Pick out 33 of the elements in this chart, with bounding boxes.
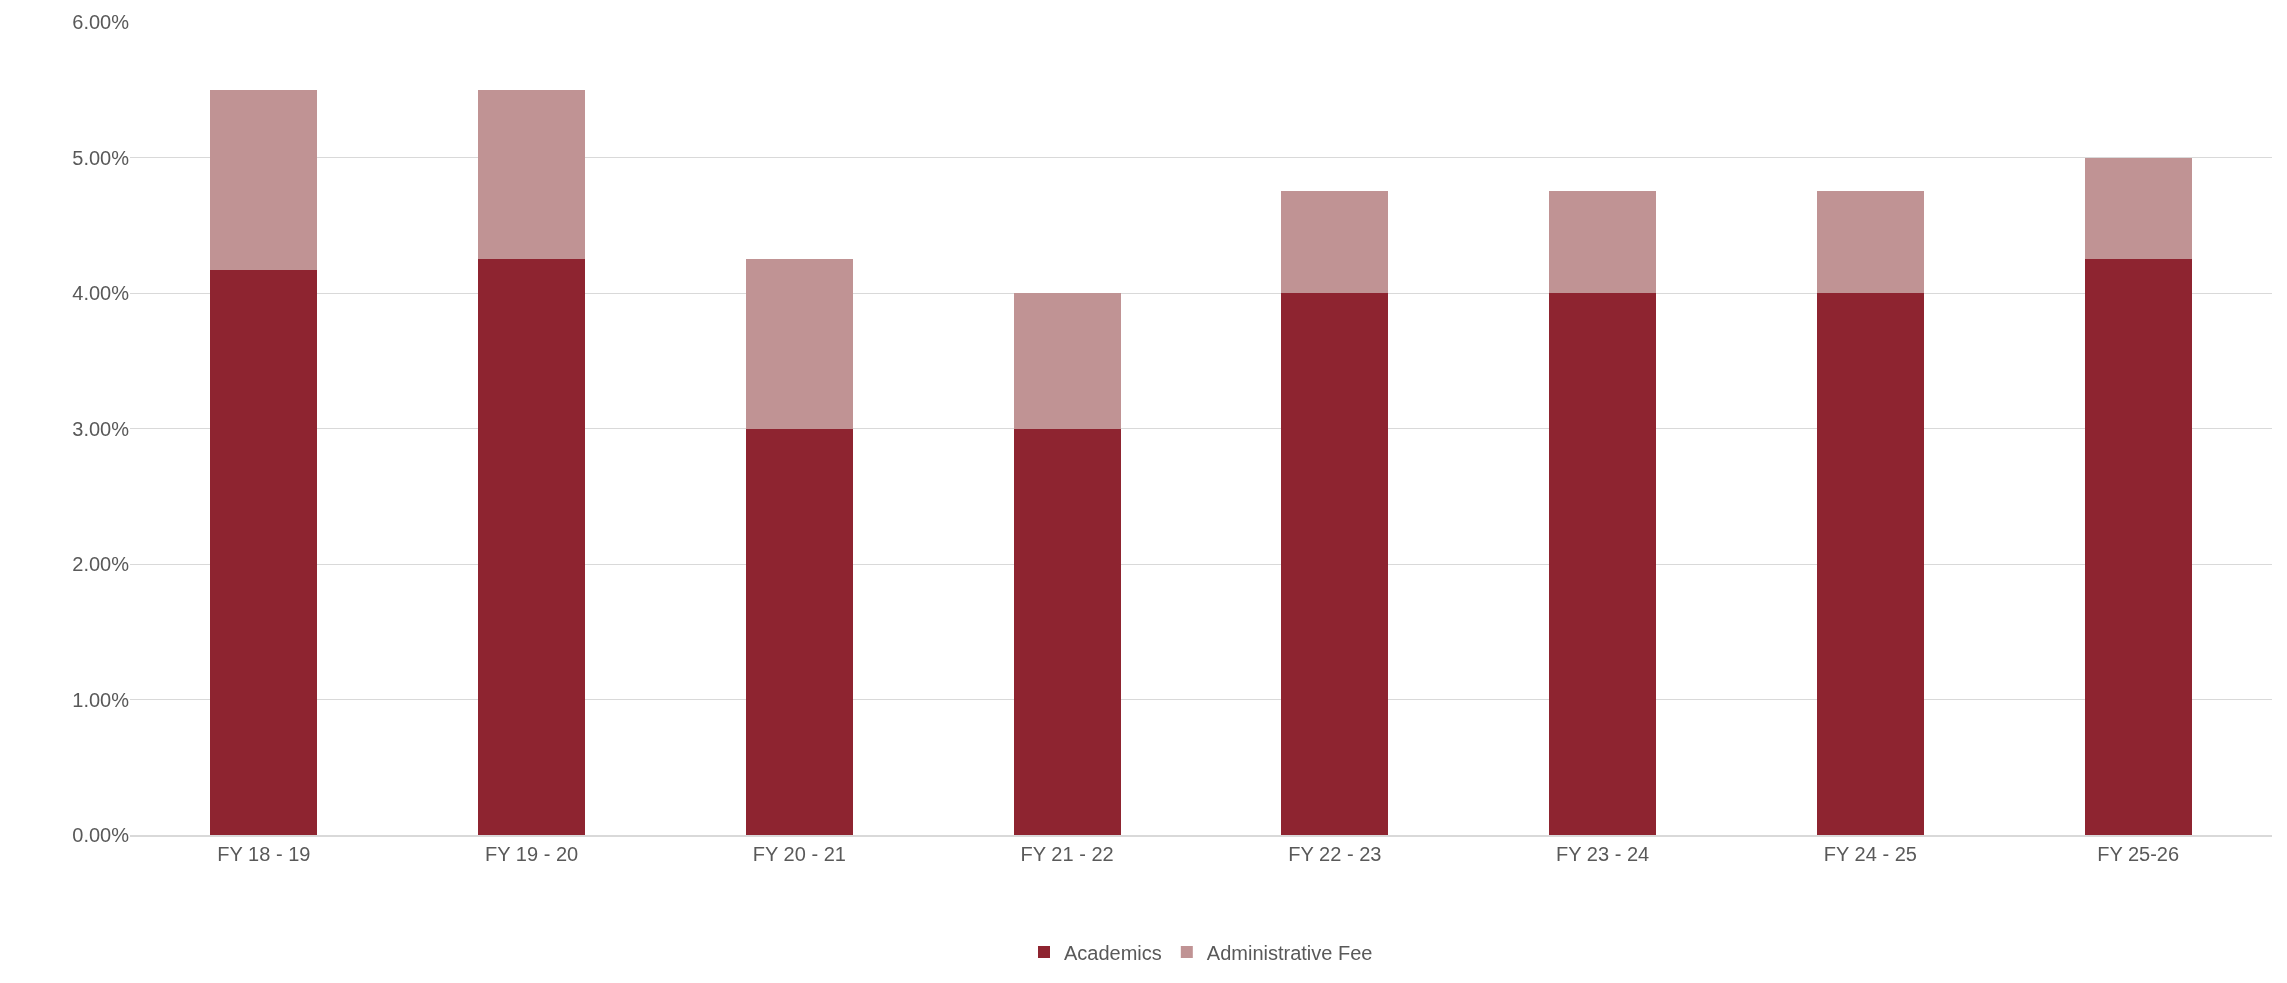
bar (1013, 428, 1121, 835)
bar (1013, 293, 1121, 429)
x-tick-label: FY 20 - 21 (752, 842, 846, 865)
bar (2084, 259, 2192, 835)
x-tick-label: FY 21 - 22 (1020, 842, 1114, 865)
bar (210, 89, 318, 270)
bar (1281, 293, 1389, 835)
bar (1281, 191, 1389, 293)
bar (745, 428, 853, 835)
y-tick-label: 5.00% (72, 146, 130, 169)
bar (1549, 191, 1657, 293)
x-tick-label: FY 25-26 (2097, 842, 2180, 865)
bar (745, 259, 853, 429)
legend-label: Administrative Fee (1206, 941, 1373, 964)
bar (1549, 293, 1657, 835)
legend-label: Academics (1064, 941, 1162, 964)
bar (210, 269, 318, 835)
x-tick-label: FY 24 - 25 (1823, 842, 1917, 865)
bar (1816, 191, 1924, 293)
y-tick-label: 4.00% (72, 282, 130, 304)
bar (2084, 157, 2192, 260)
y-tick-label: 2.00% (72, 553, 130, 575)
bar (1816, 293, 1924, 835)
y-tick-label: 1.00% (72, 688, 130, 711)
x-tick-label: FY 22 - 23 (1288, 842, 1382, 865)
x-tick-label: FY 18 - 19 (217, 842, 311, 865)
bar (478, 259, 586, 835)
y-tick-label: 6.00% (72, 11, 130, 33)
x-tick-label: FY 19 - 20 (485, 842, 579, 865)
y-tick-label: 3.00% (72, 417, 130, 440)
y-tick-label: 0.00% (72, 824, 130, 846)
bar (478, 89, 586, 260)
x-tick-label: FY 23 - 24 (1556, 842, 1650, 865)
